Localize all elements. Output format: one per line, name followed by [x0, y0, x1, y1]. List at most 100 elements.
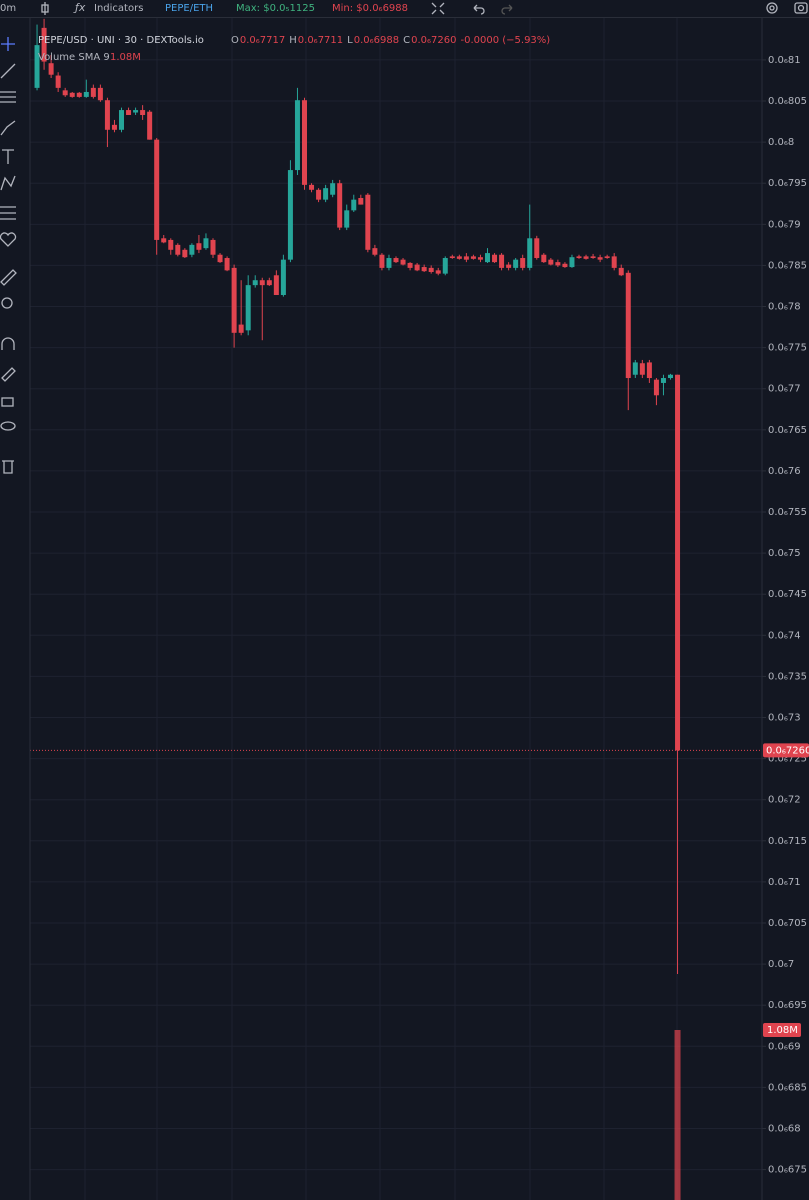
candle-body — [161, 238, 167, 243]
y-tick-label: 0.0₆74 — [768, 630, 801, 641]
undo-icon[interactable] — [473, 4, 485, 15]
candle-body — [252, 280, 258, 286]
fx-icon[interactable]: ƒx — [73, 1, 86, 14]
favorites-tool[interactable] — [0, 232, 17, 247]
text-tool[interactable] — [2, 149, 14, 164]
candle-type-icon[interactable] — [41, 2, 49, 15]
candle-body — [569, 257, 575, 268]
candle-body — [653, 379, 659, 396]
candle-body — [590, 256, 596, 259]
interval[interactable]: 0m — [0, 3, 16, 14]
candle-body — [611, 256, 617, 268]
candle-body — [534, 238, 540, 259]
candle-body — [646, 362, 652, 379]
candle-body — [337, 183, 343, 228]
settings-icon[interactable] — [766, 2, 778, 14]
candle-body — [41, 27, 47, 62]
candle-body — [660, 378, 666, 383]
camera-icon[interactable] — [794, 2, 808, 14]
candle-body — [492, 254, 498, 263]
candle-body — [273, 275, 279, 296]
fib-tool[interactable] — [0, 91, 16, 103]
candle-body — [231, 267, 237, 333]
crosshair-tool[interactable] — [1, 37, 15, 51]
candle-body — [90, 87, 96, 97]
min-price: Min: $0.0₆6988 — [332, 3, 408, 14]
candle-body — [527, 238, 533, 268]
y-tick-label: 0.0₆675 — [768, 1165, 807, 1176]
y-tick-label: 0.0₆72 — [768, 795, 801, 806]
lock-drawing-tool[interactable] — [1, 367, 16, 382]
candle-body — [407, 262, 413, 268]
candle-body — [506, 264, 512, 268]
y-tick-label: 0.0₆735 — [768, 671, 807, 682]
candle-body — [259, 280, 265, 286]
candle-body — [245, 285, 251, 331]
candle-body — [217, 254, 223, 263]
y-tick-label: 0.0₆71 — [768, 877, 801, 888]
candle-body — [485, 253, 490, 263]
ohlc-change: -0.0000 (−5.93%) — [460, 35, 550, 46]
candle-body — [34, 45, 40, 88]
y-tick-label: 0.0₆715 — [768, 836, 807, 847]
candle-body — [639, 363, 645, 375]
candle-body — [372, 248, 378, 255]
candle-body — [62, 90, 68, 96]
y-tick-label: 0.0₆7 — [768, 959, 794, 970]
indicators-button[interactable]: Indicators — [94, 3, 143, 14]
candle-body — [294, 100, 300, 171]
plot — [30, 18, 762, 1200]
pattern-tool[interactable] — [0, 175, 16, 191]
candle-body — [470, 256, 476, 259]
candle-body — [83, 91, 89, 97]
max-price: Max: $0.0₅1125 — [236, 3, 315, 14]
candle-body — [344, 210, 350, 228]
candle-body — [111, 124, 117, 130]
candle-body — [196, 243, 202, 250]
y-tick-label: 0.0₆725 — [768, 754, 807, 765]
trendline-tool[interactable] — [0, 63, 16, 79]
fullscreen-icon[interactable] — [431, 2, 445, 15]
magnet-tool[interactable] — [1, 337, 15, 350]
candle-body — [147, 111, 153, 140]
y-tick-label: 0.0₆705 — [768, 918, 807, 929]
candle-body — [428, 267, 434, 272]
candle-body — [421, 267, 427, 272]
candle-body — [625, 272, 631, 379]
candle-body — [456, 256, 462, 259]
y-tick-label: 0.0₆785 — [768, 260, 807, 271]
candle-body — [280, 259, 286, 296]
y-tick-label: 0.0₆765 — [768, 425, 807, 436]
candle-body — [358, 198, 364, 205]
y-tick-label: 0.0₆695 — [768, 1000, 807, 1011]
delete-tool[interactable] — [2, 460, 14, 474]
candle-body — [126, 110, 132, 115]
zoom-tool[interactable] — [1, 297, 13, 309]
y-tick-label: 0.0₆81 — [768, 55, 801, 66]
redo-icon[interactable] — [501, 4, 513, 15]
candle-body — [238, 324, 244, 333]
last-price-badge — [763, 743, 809, 758]
lock-tool[interactable] — [1, 397, 14, 407]
candle-body — [435, 270, 441, 274]
candle-body — [316, 189, 322, 200]
candle-body — [365, 194, 371, 250]
y-tick-label: 0.0₆77 — [768, 384, 801, 395]
chart-title: PEPE/USD · UNI · 30 · DEXTools.io — [38, 35, 204, 46]
candle-body — [379, 254, 385, 268]
candle-body — [287, 170, 293, 260]
candle-body — [309, 184, 315, 190]
prediction-tool[interactable] — [0, 206, 16, 220]
candle-body — [555, 262, 561, 266]
hide-tool[interactable] — [0, 421, 16, 431]
candle-body — [548, 259, 554, 265]
candle-body — [210, 239, 216, 255]
ohlc-legend: O 0.0₆7717 H 0.0₆7711 L 0.0₆6988 C 0.0₆7260 -0.0… — [231, 35, 550, 46]
brush-tool[interactable] — [0, 120, 16, 136]
y-tick-label: 0.0₆795 — [768, 178, 807, 189]
pair-link[interactable]: PEPE/ETH — [165, 3, 213, 14]
y-tick-label: 0.0₆755 — [768, 507, 807, 518]
y-tick-label: 0.0₆79 — [768, 219, 801, 230]
y-tick-label: 0.0₆775 — [768, 343, 807, 354]
measure-tool[interactable] — [0, 269, 17, 286]
